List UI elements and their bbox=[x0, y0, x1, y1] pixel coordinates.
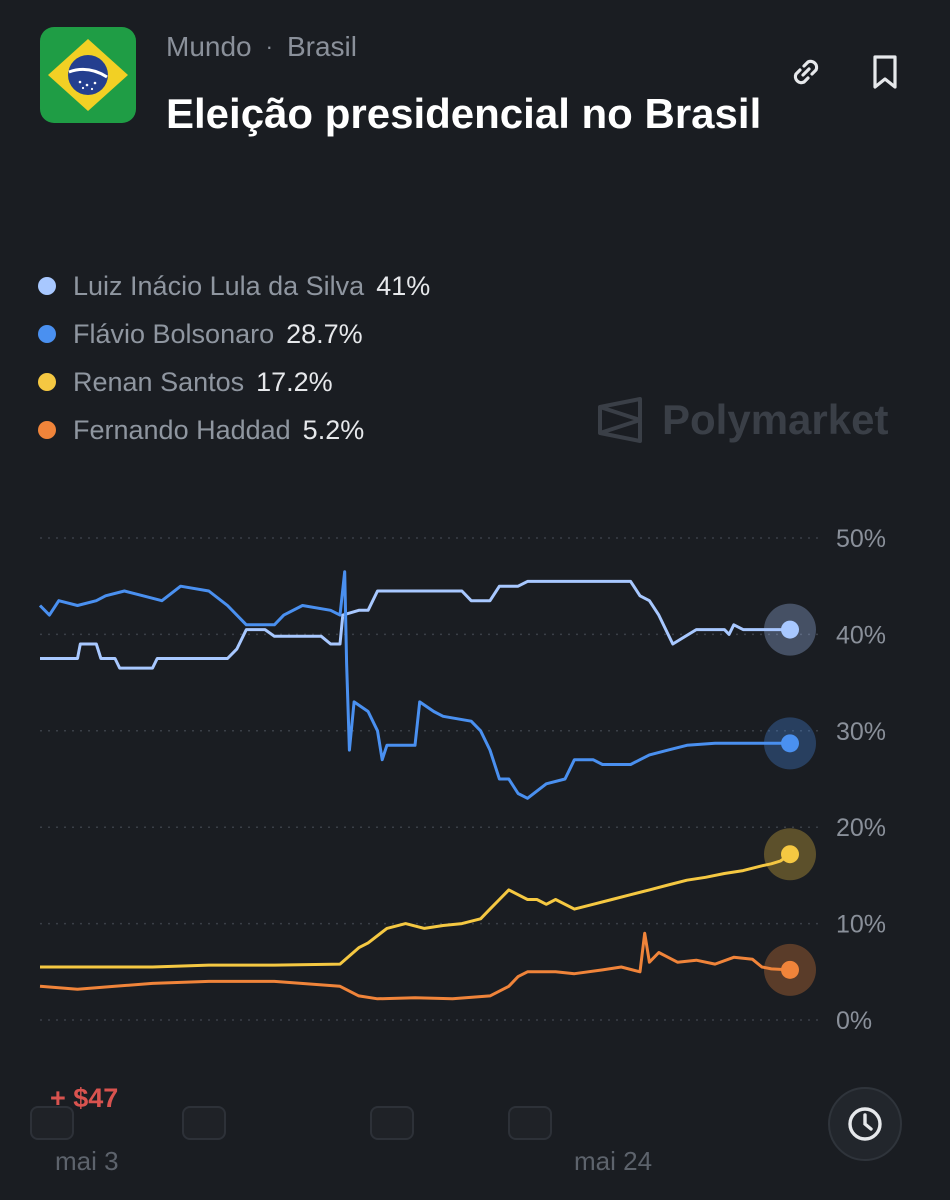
breadcrumb-separator: · bbox=[265, 34, 273, 59]
legend-item-santos[interactable]: Renan Santos 17.2% bbox=[38, 358, 430, 406]
series-end-point bbox=[781, 960, 799, 979]
y-tick-label: 10% bbox=[836, 911, 886, 939]
polymarket-logo-icon bbox=[598, 397, 642, 443]
breadcrumb-mundo[interactable]: Mundo bbox=[166, 31, 252, 62]
timeline-marker[interactable] bbox=[508, 1106, 552, 1140]
y-tick-label: 0% bbox=[836, 1007, 872, 1035]
legend-value: 5.2% bbox=[302, 414, 365, 445]
page-title: Eleição presidencial no Brasil bbox=[166, 90, 762, 137]
series-end-point bbox=[781, 734, 799, 753]
series-end-point bbox=[781, 620, 799, 639]
legend-name: Fernando Haddad bbox=[73, 414, 291, 445]
legend-dot bbox=[38, 373, 56, 391]
x-tick-label: mai 24 bbox=[574, 1146, 653, 1176]
series-line-2 bbox=[40, 852, 791, 969]
bookmark-icon[interactable] bbox=[864, 50, 908, 94]
legend-dot bbox=[38, 325, 56, 343]
polymarket-watermark: Polymarket bbox=[596, 390, 888, 450]
series-line-3 bbox=[39, 931, 791, 1001]
legend-dot bbox=[38, 277, 56, 295]
legend-item-bolsonaro[interactable]: Flávio Bolsonaro 28.7% bbox=[38, 310, 430, 358]
legend-name: Renan Santos bbox=[73, 366, 245, 397]
timeline-marker[interactable] bbox=[182, 1106, 226, 1140]
legend-value: 28.7% bbox=[286, 318, 363, 349]
legend-value: 41% bbox=[376, 270, 431, 301]
legend-item-lula[interactable]: Luiz Inácio Lula da Silva 41% bbox=[38, 262, 430, 310]
breadcrumb: Mundo · Brasil bbox=[166, 30, 357, 64]
y-tick-label: 40% bbox=[836, 621, 886, 649]
link-icon[interactable] bbox=[784, 50, 828, 94]
timeline-marker[interactable] bbox=[370, 1106, 414, 1140]
watermark-text: Polymarket bbox=[662, 396, 889, 443]
legend-value: 17.2% bbox=[256, 366, 333, 397]
legend-name: Flávio Bolsonaro bbox=[73, 318, 275, 349]
brazil-flag-icon bbox=[40, 27, 136, 123]
legend-item-haddad[interactable]: Fernando Haddad 5.2% bbox=[38, 406, 430, 454]
series-end-point bbox=[781, 845, 799, 864]
clock-icon[interactable] bbox=[828, 1087, 902, 1161]
chart-legend: Luiz Inácio Lula da Silva 41% Flávio Bol… bbox=[38, 262, 430, 454]
x-tick-label: mai 3 bbox=[55, 1146, 119, 1176]
price-chart[interactable]: 50% 40% 30% 20% 10% 0% bbox=[0, 500, 950, 1040]
breadcrumb-brasil[interactable]: Brasil bbox=[286, 31, 357, 62]
series-line-0 bbox=[40, 579, 790, 670]
timeline-marker[interactable] bbox=[30, 1106, 74, 1140]
y-tick-label: 50% bbox=[836, 525, 886, 553]
series-line-1 bbox=[38, 570, 790, 800]
legend-name: Luiz Inácio Lula da Silva bbox=[73, 270, 365, 301]
legend-dot bbox=[38, 421, 56, 439]
y-tick-label: 20% bbox=[836, 814, 886, 842]
y-tick-label: 30% bbox=[836, 718, 886, 746]
